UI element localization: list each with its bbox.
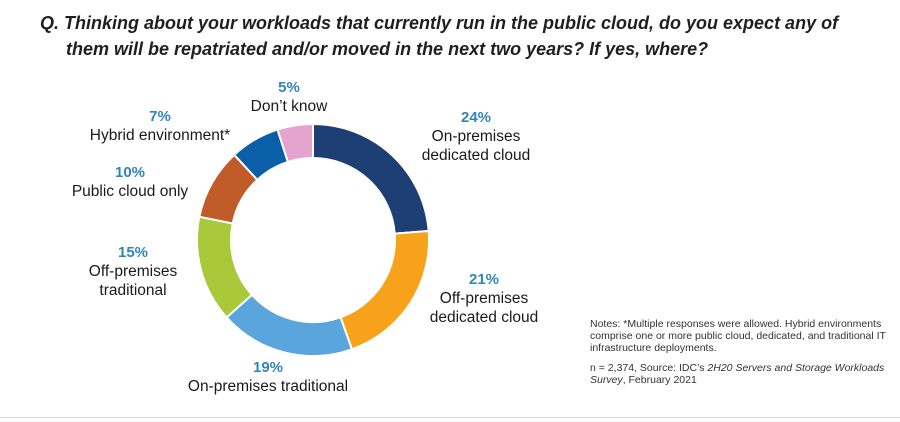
source-suffix: , February 2021 bbox=[622, 374, 697, 386]
slice-label: 24% On-premises dedicated cloud bbox=[422, 108, 531, 165]
source-citation: n = 2,374, Source: IDC’s 2H20 Servers an… bbox=[590, 362, 890, 386]
donut-slice-on-premises-dedicated-cloud bbox=[312, 122, 430, 235]
slice-name: Hybrid environment* bbox=[89, 127, 231, 144]
slice-label: 10% Public cloud only bbox=[72, 163, 188, 201]
slice-name: On-premises bbox=[431, 128, 521, 145]
slice-name: On-premises traditional bbox=[187, 378, 349, 395]
divider bbox=[0, 417, 900, 418]
slice-percent: 21% bbox=[468, 271, 500, 288]
slice-label: 7% Hybrid environment* bbox=[90, 107, 230, 145]
slice-percent: 10% bbox=[114, 164, 146, 181]
slice-name: dedicated cloud bbox=[421, 147, 531, 164]
slice-name: Public cloud only bbox=[71, 183, 189, 200]
donut-slice-off-premises-traditional bbox=[196, 215, 254, 319]
slice-label: 19% On-premises traditional bbox=[188, 358, 348, 396]
survey-question-line-1: Q. Thinking about your workloads that cu… bbox=[40, 13, 839, 33]
slice-percent: 19% bbox=[252, 359, 284, 376]
slice-label: 15% Off-premises traditional bbox=[89, 243, 177, 300]
slice-name: Off-premises bbox=[439, 290, 529, 307]
footnote: Notes: *Multiple responses were allowed.… bbox=[590, 318, 886, 354]
donut-slice-don-t-know bbox=[276, 122, 314, 164]
slice-name: Don’t know bbox=[250, 98, 328, 115]
slice-name: dedicated cloud bbox=[429, 309, 539, 326]
survey-question-line-2: them will be repatriated and/or moved in… bbox=[66, 39, 709, 59]
donut-slice-on-premises-traditional bbox=[225, 293, 354, 357]
slice-name: Off-premises bbox=[88, 263, 178, 280]
slice-percent: 15% bbox=[117, 244, 149, 261]
survey-question: Q. Thinking about your workloads that cu… bbox=[40, 10, 860, 62]
slice-label: 5% Don’t know bbox=[251, 78, 328, 116]
chart-notes: Notes: *Multiple responses were allowed.… bbox=[590, 318, 890, 394]
slice-label: 21% Off-premises dedicated cloud bbox=[430, 270, 539, 327]
source-prefix: n = 2,374, Source: IDC’s bbox=[590, 362, 708, 374]
slice-percent: 7% bbox=[149, 108, 171, 125]
donut-slice-off-premises-dedicated-cloud bbox=[339, 229, 430, 351]
source-survey-title: 2H20 Servers and Storage Workloads Surve… bbox=[590, 362, 885, 386]
slice-name: traditional bbox=[99, 282, 167, 299]
slice-percent: 24% bbox=[460, 109, 492, 126]
slice-percent: 5% bbox=[278, 79, 300, 96]
